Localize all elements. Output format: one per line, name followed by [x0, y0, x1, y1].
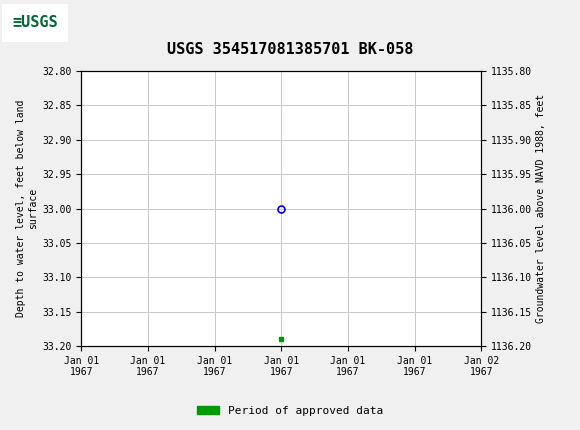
Legend: Period of approved data: Period of approved data — [193, 401, 387, 420]
FancyBboxPatch shape — [3, 4, 67, 41]
Text: USGS 354517081385701 BK-058: USGS 354517081385701 BK-058 — [167, 42, 413, 57]
Y-axis label: Groundwater level above NAVD 1988, feet: Groundwater level above NAVD 1988, feet — [536, 94, 546, 323]
Y-axis label: Depth to water level, feet below land
surface: Depth to water level, feet below land su… — [16, 100, 38, 317]
Text: ≡USGS: ≡USGS — [12, 15, 57, 30]
